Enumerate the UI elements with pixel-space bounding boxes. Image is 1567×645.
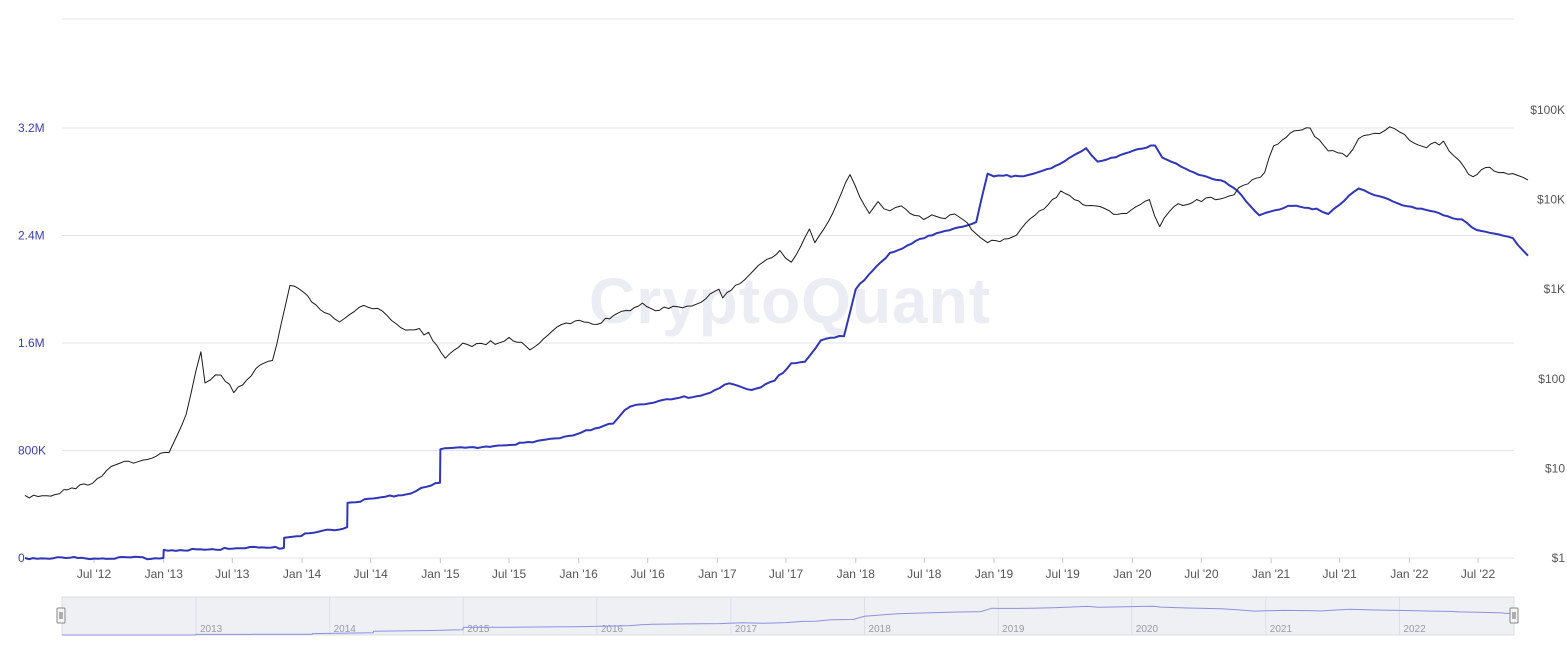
x-axis-tick-label: Jan '21 [1252,567,1291,581]
right-axis-tick-label: $1 [1552,551,1566,565]
x-axis-tick-label: Jul '20 [1184,567,1219,581]
navigator-year-label: 2015 [467,624,490,635]
left-axis-tick-label: 3.2M [18,121,45,135]
left-axis-tick-label: 2.4M [18,229,45,243]
right-axis-tick-label: $10K [1537,193,1565,207]
x-axis-tick-label: Jan '19 [975,567,1014,581]
x-axis: Jul '12 Jan '13 Jul '13 Jan '14 Jul '14 Jan '… [77,558,1496,581]
series-line-right-axis [24,126,1529,499]
navigator-year-label: 2020 [1136,624,1159,635]
x-axis-tick-label: Jul '15 [492,567,527,581]
x-axis-tick-label: Jan '20 [1113,567,1152,581]
x-axis-tick-label: Jan '14 [283,567,322,581]
watermark: CryptoQuant [589,265,991,337]
x-axis-tick-label: Jan '15 [421,567,460,581]
x-axis-tick-label: Jul '13 [215,567,250,581]
right-axis-tick-label: $1K [1544,282,1565,296]
left-axis: 0 800K 1.6M 2.4M 3.2M [18,121,46,565]
x-axis-tick-label: Jul '18 [907,567,942,581]
right-axis-tick-label: $100 [1538,372,1565,386]
navigator-year-label: 2021 [1270,624,1293,635]
left-axis-tick-label: 800K [18,444,46,458]
navigator-year-label: 2019 [1002,624,1025,635]
x-axis-tick-label: Jan '22 [1390,567,1429,581]
x-axis-tick-label: Jul '21 [1323,567,1358,581]
navigator-year-label: 2016 [601,624,624,635]
navigator-year-label: 2014 [334,624,357,635]
navigator-year-label: 2017 [735,624,758,635]
x-axis-tick-label: Jul '22 [1461,567,1496,581]
range-navigator[interactable]: 2013 2014 2015 2016 2017 2018 2019 2020 2021 2022 [56,596,1519,636]
x-axis-tick-label: Jul '19 [1045,567,1080,581]
right-axis-tick-label: $100K [1530,103,1565,117]
navigator-background [61,596,1515,636]
navigator-years: 2013 2014 2015 2016 2017 2018 2019 2020 2021 2022 [195,597,1426,635]
navigator-year-label: 2018 [869,624,892,635]
navigator-series-line [62,605,1515,636]
x-axis-tick-label: Jan '18 [837,567,876,581]
grid-lines [62,127,1514,559]
x-axis-tick-label: Jul '14 [353,567,388,581]
x-axis-tick-label: Jan '17 [698,567,737,581]
navigator-right-handle[interactable] [1509,607,1519,624]
x-axis-tick-label: Jul '17 [769,567,804,581]
x-axis-tick-label: Jul '12 [77,567,112,581]
right-axis-tick-label: $10 [1545,461,1565,475]
series-layer [24,126,1529,561]
navigator-left-handle[interactable] [56,607,66,624]
right-axis: $1 $10 $100 $1K $10K $100K [1530,103,1565,565]
series-line-left-axis [24,144,1529,561]
navigator-year-label: 2013 [200,624,223,635]
navigator-year-label: 2022 [1403,624,1426,635]
x-axis-tick-label: Jan '13 [145,567,184,581]
left-axis-tick-label: 0 [18,551,25,565]
x-axis-tick-label: Jul '16 [631,567,666,581]
left-axis-tick-label: 1.6M [18,336,45,350]
x-axis-tick-label: Jan '16 [560,567,599,581]
